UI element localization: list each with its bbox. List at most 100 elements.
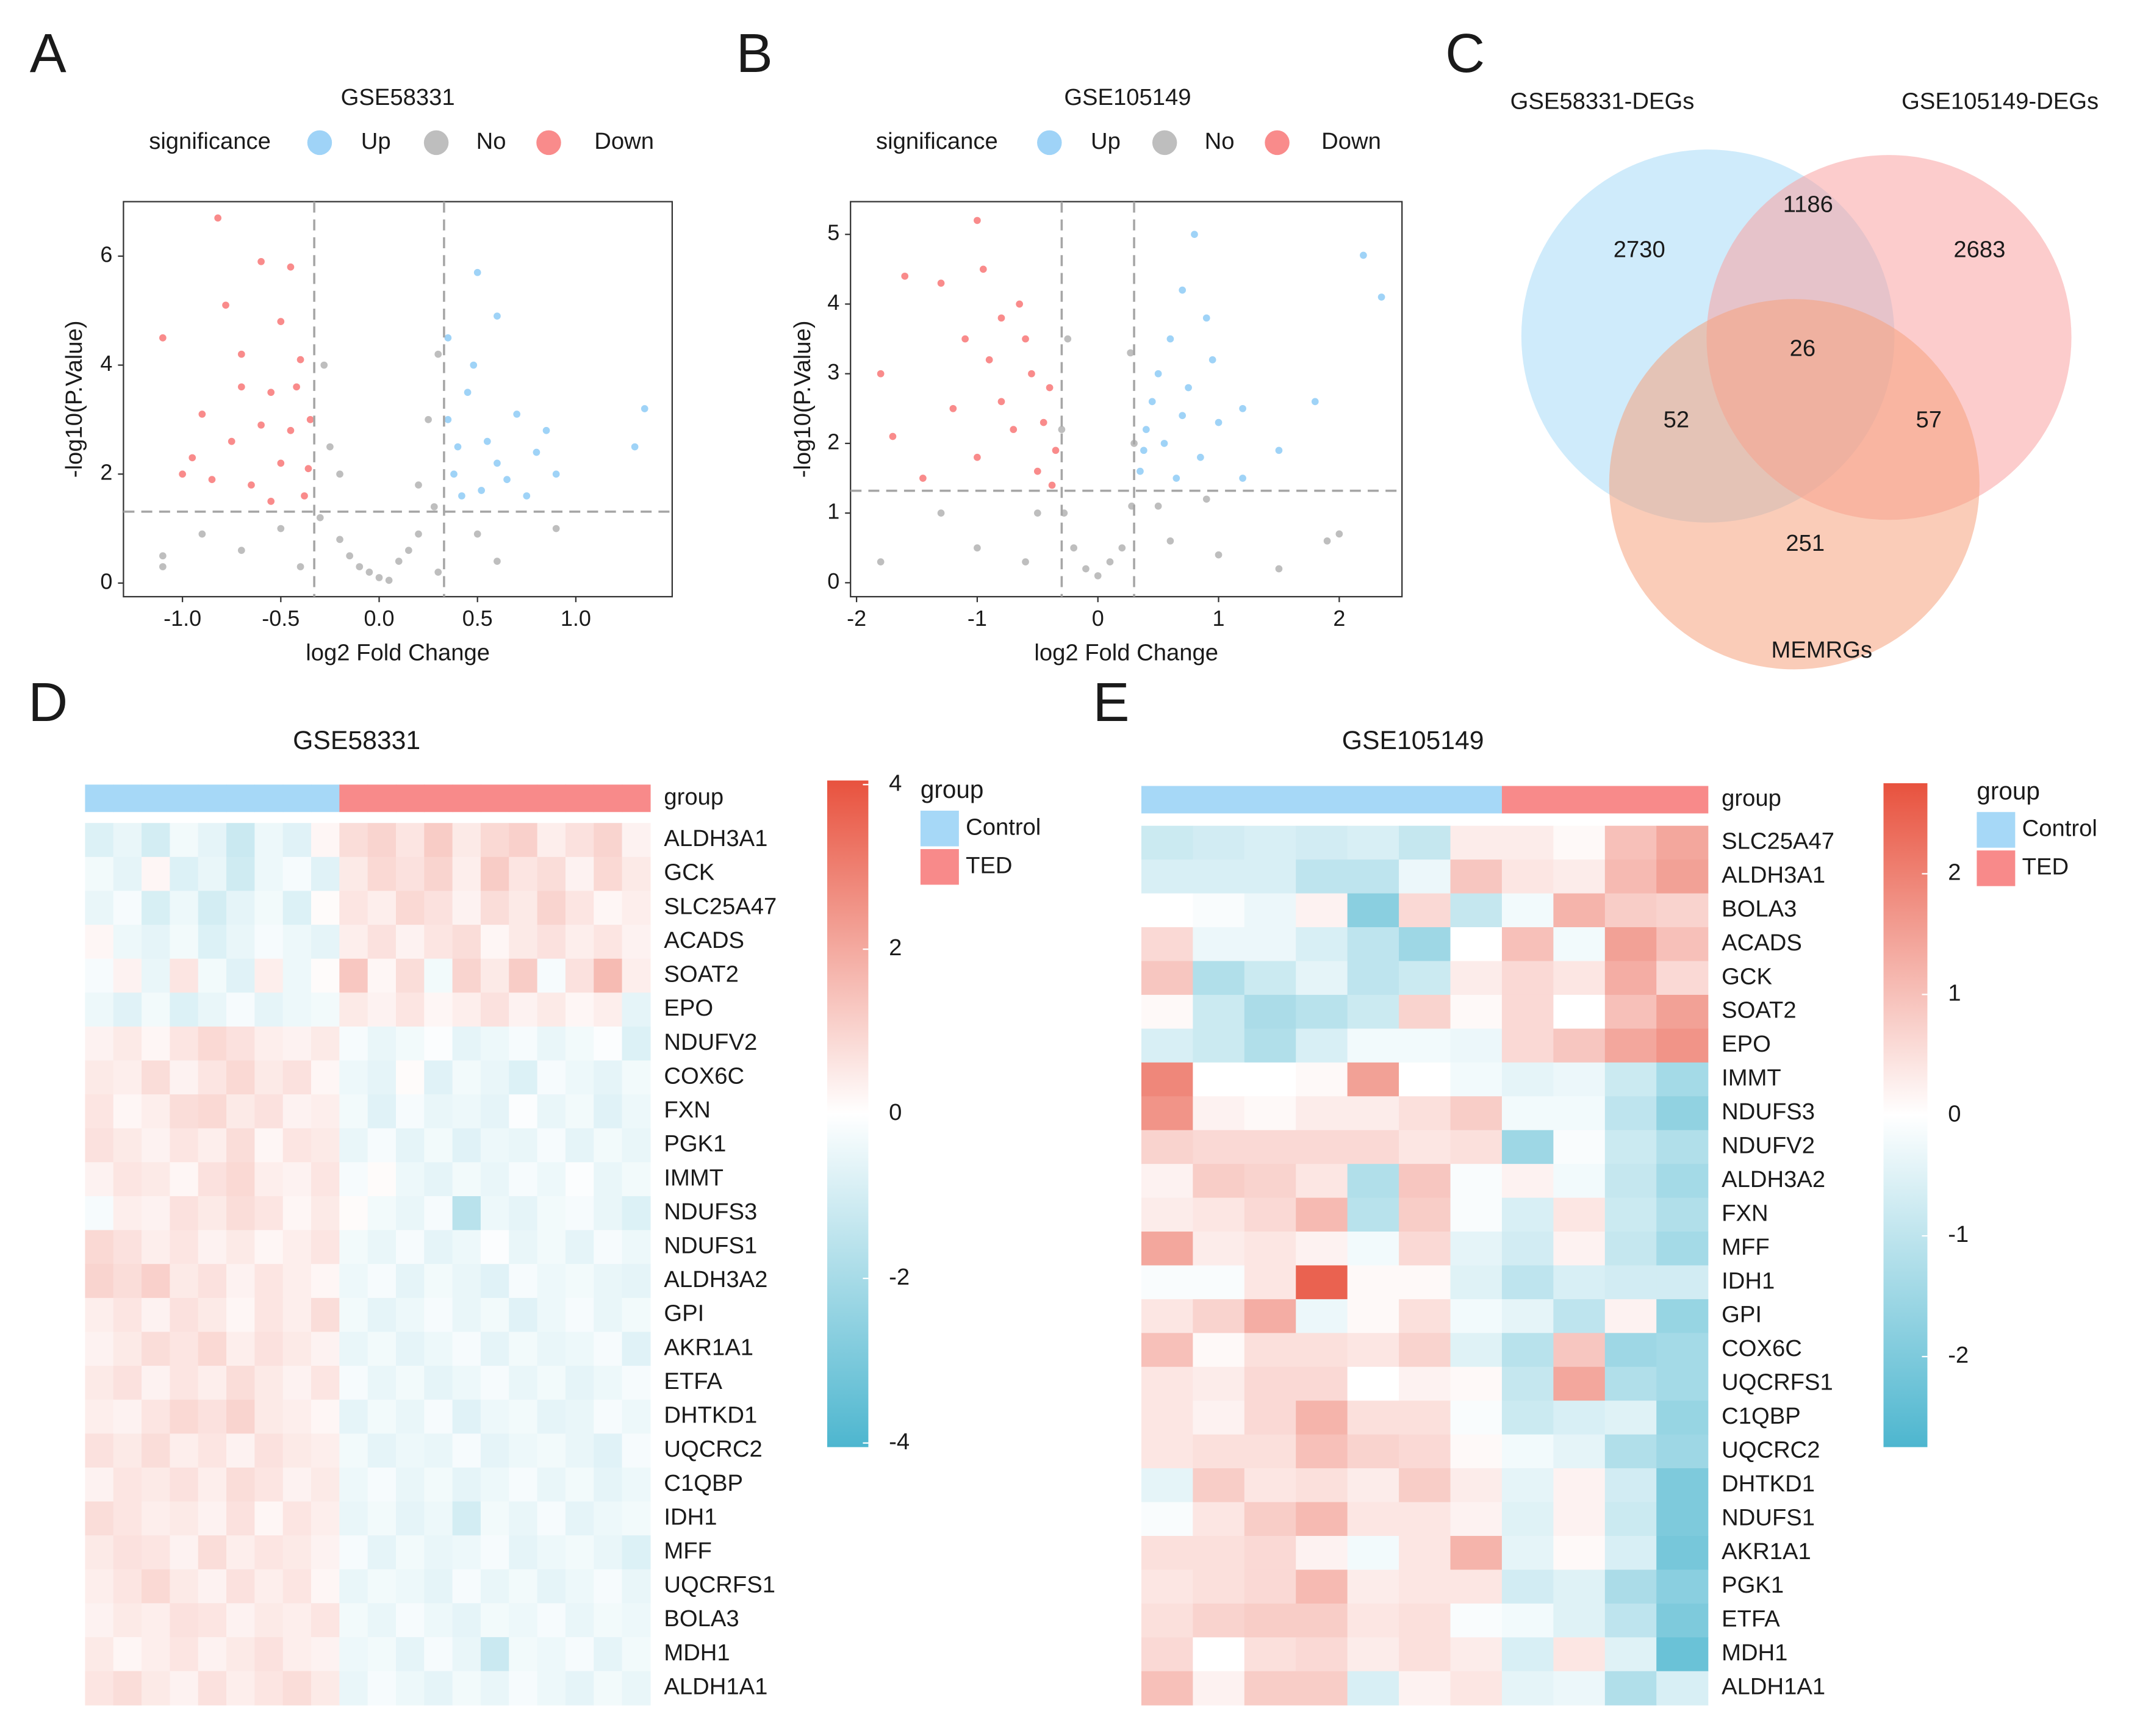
heat-cell xyxy=(311,1433,340,1468)
heat-cell xyxy=(254,1230,284,1264)
colorbar-tick-label: -2 xyxy=(889,1264,910,1290)
heat-cell xyxy=(509,1637,538,1672)
point xyxy=(961,335,969,343)
point xyxy=(552,470,560,478)
heat-cell xyxy=(1553,1062,1606,1097)
heat-cell xyxy=(565,1094,594,1129)
row-label: ALDH1A1 xyxy=(664,1673,767,1699)
heat-cell xyxy=(509,1060,538,1095)
heat-cell xyxy=(1347,1265,1399,1300)
heat-cell xyxy=(1501,825,1554,860)
legend-label: No xyxy=(1205,128,1235,154)
heat-cell xyxy=(1244,1333,1296,1368)
heat-cell xyxy=(565,1637,594,1672)
heat-cell xyxy=(254,1569,284,1604)
heat-cell xyxy=(1193,859,1245,894)
group-cell xyxy=(1141,786,1194,814)
heat-cell xyxy=(1501,1366,1554,1401)
heat-cell xyxy=(452,992,481,1027)
heat-cell xyxy=(480,1026,509,1061)
heat-cell xyxy=(565,925,594,959)
heat-cell xyxy=(311,992,340,1027)
row-label: EPO xyxy=(1722,1031,1771,1057)
heat-cell xyxy=(1450,1028,1503,1063)
point xyxy=(877,370,885,378)
row-label: MFF xyxy=(664,1538,712,1564)
legend-swatch xyxy=(1977,850,2016,886)
heat-cell xyxy=(1450,1535,1503,1571)
point xyxy=(1052,447,1060,454)
heat-cell xyxy=(594,1366,623,1401)
heat-cell xyxy=(1501,1062,1554,1097)
heat-cell xyxy=(395,1230,425,1264)
heat-cell xyxy=(424,1026,453,1061)
heat-cell xyxy=(1347,1637,1399,1672)
heat-cell xyxy=(537,1196,566,1231)
heat-cell xyxy=(85,1094,114,1129)
point xyxy=(974,453,981,461)
heat-cell xyxy=(452,1094,481,1129)
heat-cell xyxy=(1399,1265,1451,1300)
heat-cell xyxy=(1604,859,1657,894)
heat-cell xyxy=(339,856,368,892)
row-label: NDUFS3 xyxy=(664,1199,757,1225)
heat-cell xyxy=(424,1569,453,1604)
row-label: C1QBP xyxy=(664,1470,743,1496)
row-label: AKR1A1 xyxy=(664,1334,753,1360)
heat-cell xyxy=(1656,1603,1709,1638)
heat-cell xyxy=(170,1637,199,1672)
point xyxy=(1106,558,1114,565)
heat-cell xyxy=(1450,1468,1503,1503)
point xyxy=(214,214,221,222)
row-label: NDUFS3 xyxy=(1722,1099,1815,1125)
heat-cell xyxy=(170,1094,199,1129)
heat-cell xyxy=(1141,1333,1194,1368)
heat-cell xyxy=(311,1297,340,1333)
heat-cell xyxy=(1296,859,1348,894)
row-label: DHTKD1 xyxy=(664,1402,757,1429)
heat-cell xyxy=(1193,1535,1245,1571)
point xyxy=(1140,447,1147,454)
region-count: 57 xyxy=(1916,406,1942,432)
heat-cell xyxy=(1399,1502,1451,1537)
heat-cell xyxy=(395,992,425,1027)
heat-cell xyxy=(85,1535,114,1570)
heat-cell xyxy=(1141,1671,1194,1706)
heat-cell xyxy=(452,1569,481,1604)
heat-cell xyxy=(1347,1535,1399,1571)
heat-cell xyxy=(509,1535,538,1570)
heat-cell xyxy=(1244,859,1296,894)
heat-cell xyxy=(170,1603,199,1638)
heat-cell xyxy=(1244,1637,1296,1672)
panel-label: A xyxy=(30,23,66,84)
heat-cell xyxy=(537,925,566,959)
heat-cell xyxy=(509,1332,538,1366)
heat-cell xyxy=(622,1366,651,1401)
heat-cell xyxy=(480,1535,509,1570)
row-label: ACADS xyxy=(664,927,744,953)
heat-cell xyxy=(1501,1197,1554,1232)
heat-cell xyxy=(1141,893,1194,928)
legend-title: significance xyxy=(149,128,271,154)
heat-cell xyxy=(1501,859,1554,894)
heat-cell xyxy=(1399,1062,1451,1097)
heat-cell xyxy=(170,992,199,1027)
row-label: GCK xyxy=(664,859,714,886)
heat-cell xyxy=(1399,1164,1451,1199)
heat-cell xyxy=(1553,1401,1606,1435)
heat-cell xyxy=(282,1162,312,1197)
heat-cell xyxy=(480,1603,509,1638)
heat-cell xyxy=(142,1162,171,1197)
heat-cell xyxy=(1347,1232,1399,1266)
point xyxy=(1166,335,1174,343)
point xyxy=(267,498,275,505)
heat-cell xyxy=(1553,1569,1606,1604)
heat-cell xyxy=(339,1332,368,1366)
heat-cell xyxy=(1399,1197,1451,1232)
heat-cell xyxy=(367,1569,397,1604)
heat-cell xyxy=(1553,1671,1606,1706)
heat-cell xyxy=(1553,927,1606,962)
heat-cell xyxy=(198,1399,227,1434)
heat-cell xyxy=(311,1366,340,1401)
x-tick-label: 0 xyxy=(1092,606,1104,631)
